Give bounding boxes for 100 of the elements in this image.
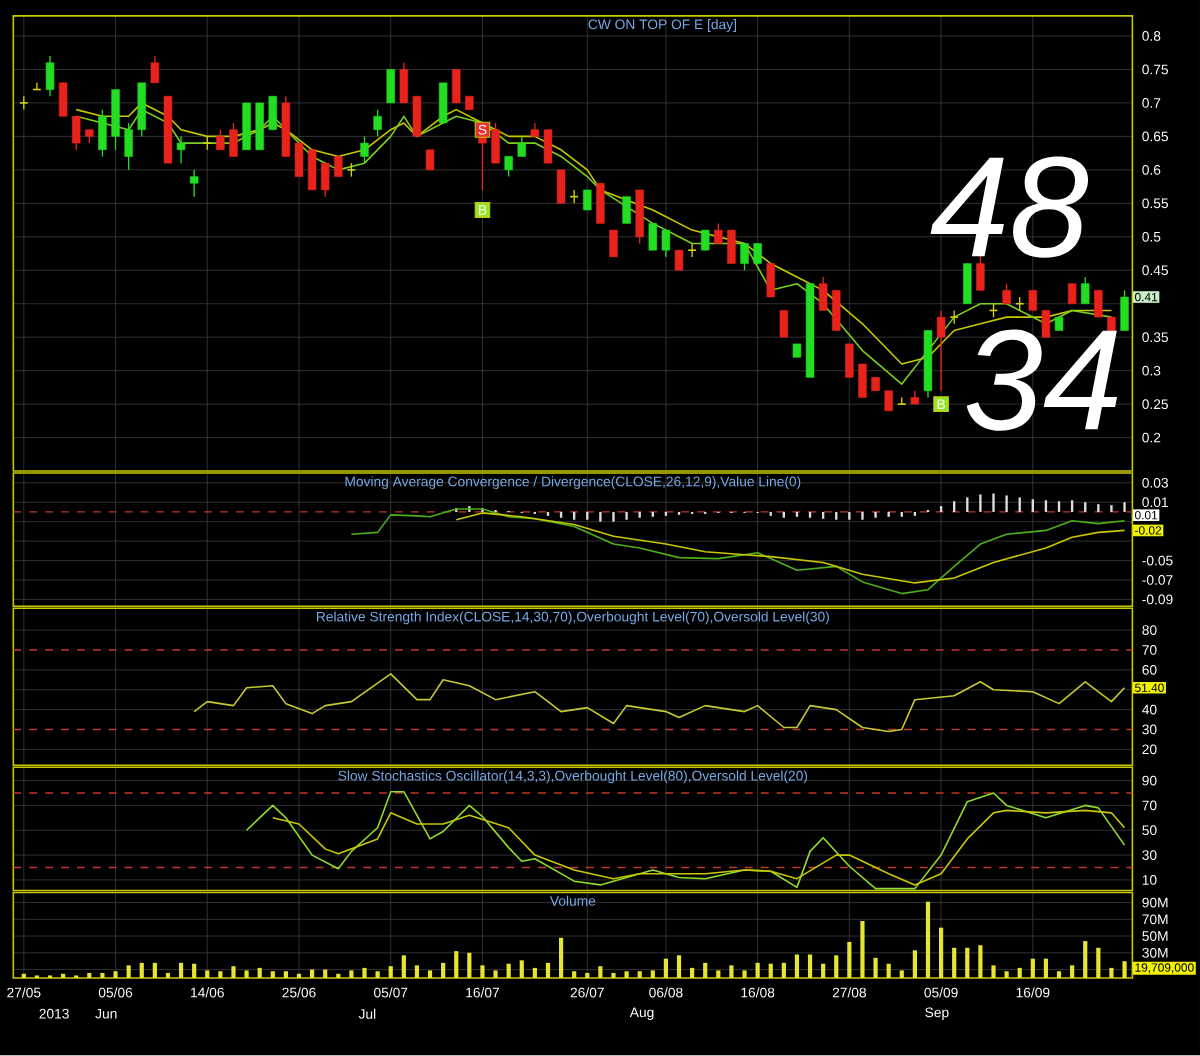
candlestick [1120, 289, 1129, 332]
candlestick [648, 222, 657, 252]
bar [1017, 968, 1022, 979]
bar [375, 971, 380, 979]
bar [1070, 965, 1075, 979]
bar [716, 970, 721, 979]
bar [624, 971, 629, 979]
candlestick [779, 310, 789, 339]
bar [310, 969, 315, 979]
candlestick [399, 62, 409, 104]
bar [1043, 958, 1049, 979]
candlestick [635, 189, 644, 245]
candlestick [936, 310, 946, 392]
candlestick [1081, 276, 1090, 305]
candlestick [58, 82, 68, 118]
bar [388, 966, 393, 979]
candlestick [111, 89, 120, 151]
bar [742, 970, 747, 979]
candlestick [1094, 289, 1103, 319]
bar [545, 963, 551, 979]
candlestick [504, 156, 513, 178]
bar [978, 945, 983, 979]
bar [1083, 941, 1088, 979]
bar [441, 963, 446, 979]
candlestick [583, 189, 592, 211]
candlestick [687, 243, 697, 258]
bar [1004, 971, 1009, 979]
bar [139, 963, 144, 979]
candlestick [255, 102, 264, 151]
candlestick [1028, 289, 1038, 312]
line-series [350, 508, 1126, 595]
candlestick [1067, 283, 1077, 305]
candlestick [438, 82, 448, 124]
candlestick [766, 263, 775, 298]
bar [1056, 971, 1062, 979]
bar [467, 953, 472, 979]
candlestick [124, 122, 133, 171]
bar [1096, 948, 1101, 979]
bar [454, 951, 459, 979]
bar [205, 970, 210, 979]
bar [192, 963, 197, 979]
bar [401, 955, 406, 979]
bar [939, 927, 944, 979]
candlestick [727, 229, 736, 265]
bar [349, 970, 354, 979]
bar [126, 965, 131, 979]
bar [952, 948, 957, 979]
bar [165, 973, 171, 979]
bar [991, 965, 996, 979]
bar [558, 937, 564, 979]
candlestick [321, 162, 330, 198]
bar [637, 971, 642, 979]
bar [493, 970, 498, 979]
bar [821, 963, 826, 979]
bar [87, 973, 92, 979]
bar [1030, 958, 1035, 979]
candlestick [72, 115, 81, 151]
bar [847, 942, 852, 979]
candlestick [543, 129, 553, 165]
bar [663, 958, 669, 979]
candlestick [412, 95, 422, 138]
candlestick [242, 102, 251, 151]
bar [834, 955, 839, 979]
candlestick [714, 222, 723, 245]
candlestick [360, 135, 369, 165]
bar [873, 958, 878, 979]
bar [323, 969, 328, 979]
candlestick [609, 229, 618, 258]
candlestick [622, 196, 631, 225]
bar [231, 966, 236, 979]
annotation: 34 [966, 329, 1118, 431]
candlestick [596, 182, 605, 225]
bar [807, 954, 813, 979]
bar [794, 954, 800, 979]
candlestick [674, 249, 684, 272]
bar [781, 963, 786, 979]
candlestick [137, 82, 146, 138]
bar [178, 963, 184, 979]
bar [585, 973, 590, 979]
bar [965, 948, 970, 979]
line-series [193, 673, 1126, 733]
candlestick [452, 69, 461, 104]
candlestick [334, 156, 343, 178]
bar [755, 963, 760, 979]
bar [1122, 961, 1127, 979]
candlestick [753, 243, 762, 265]
candlestick [189, 169, 199, 198]
bar [427, 970, 433, 979]
candlestick [229, 122, 238, 158]
candlestick [491, 122, 500, 165]
bar [912, 950, 917, 979]
candlestick [373, 109, 382, 138]
bar [519, 960, 524, 979]
bar [729, 965, 734, 979]
bar [925, 901, 931, 979]
bar [218, 971, 223, 979]
bar [676, 955, 682, 979]
bar [899, 970, 904, 979]
bar [100, 973, 105, 979]
candlestick [661, 229, 671, 258]
